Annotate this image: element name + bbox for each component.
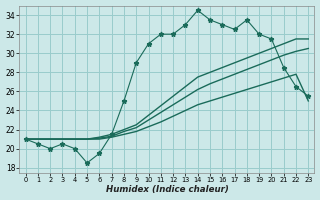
X-axis label: Humidex (Indice chaleur): Humidex (Indice chaleur) <box>106 185 228 194</box>
